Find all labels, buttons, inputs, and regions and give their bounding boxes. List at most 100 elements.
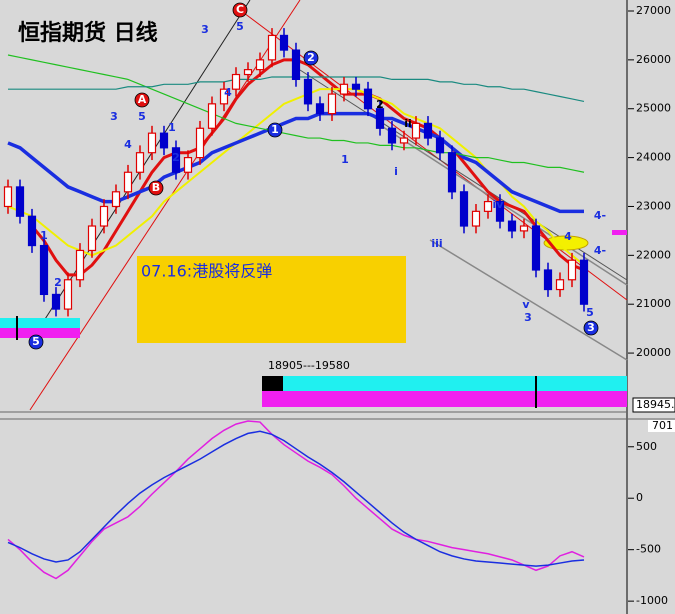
candle-body — [195, 127, 205, 159]
candle-body — [87, 225, 97, 252]
candle-body — [3, 186, 13, 208]
candle-body — [39, 244, 49, 296]
candle-body — [423, 122, 433, 139]
candle-body — [51, 293, 61, 310]
candle-body — [15, 186, 25, 217]
wave-label: A — [138, 93, 147, 106]
range-bar — [0, 318, 80, 328]
candle-body — [363, 88, 373, 110]
candle-body — [279, 34, 289, 51]
wave-label: 5 — [586, 306, 594, 319]
wave-label: 1 — [341, 153, 349, 166]
wave-label: 4 — [224, 86, 232, 99]
candle-body — [99, 205, 109, 227]
price-tag — [632, 397, 675, 413]
last-value: 701 — [652, 419, 673, 432]
wave-label: 2 — [376, 98, 384, 111]
wave-label: 2 — [307, 51, 315, 64]
candle-body — [483, 200, 493, 212]
candle-body — [267, 34, 277, 61]
candle-body — [303, 78, 313, 105]
candle-body — [135, 152, 145, 173]
candle-body — [63, 279, 73, 310]
y-tick-label: 500 — [636, 440, 657, 453]
wave-label: 5 — [138, 110, 146, 123]
candle-body — [543, 269, 553, 291]
candle-body — [75, 249, 85, 281]
candle-body — [495, 200, 505, 222]
candle-body — [219, 88, 229, 105]
range-bar — [283, 376, 627, 391]
wave-circle — [148, 180, 164, 196]
wave-label: 3 — [110, 110, 118, 123]
candle-body — [147, 132, 157, 154]
y-tick-label: 22000 — [636, 248, 671, 261]
channel-line — [429, 239, 628, 361]
y-tick-label: 27000 — [636, 4, 671, 17]
candle-body — [459, 191, 469, 227]
wave-label: i — [394, 165, 398, 178]
wave-label: 3 — [201, 23, 209, 36]
candle-body — [435, 137, 445, 154]
y-tick-label: 23000 — [636, 199, 671, 212]
note: 07.16:港股将反弹 — [141, 262, 272, 281]
wave-label: 5 — [236, 20, 244, 33]
wave-label: 2 — [172, 151, 180, 164]
candle-body — [315, 103, 325, 115]
wave-circle — [267, 122, 283, 138]
candle-body — [507, 220, 517, 232]
candle-body — [375, 108, 385, 129]
price-marker — [612, 230, 627, 235]
range-bar — [262, 376, 283, 391]
candle-body — [579, 259, 589, 305]
range-bar — [262, 391, 627, 407]
wave-label: iv — [493, 198, 505, 211]
series-line — [7, 430, 585, 567]
candle-body — [555, 279, 565, 291]
note-box — [137, 256, 406, 343]
candle-body — [231, 73, 241, 90]
wave-circle — [232, 2, 248, 18]
wave-label: 2 — [54, 276, 62, 289]
candle-body — [387, 127, 397, 144]
candle-body — [519, 225, 529, 232]
wave-label: 4- — [594, 244, 606, 257]
candle-body — [567, 259, 577, 281]
wave-label: iii — [431, 237, 442, 250]
wave-label: ii — [404, 117, 412, 130]
wave-label: 1 — [271, 123, 279, 136]
channel-line — [29, 0, 301, 411]
y-tick-label: 0 — [636, 491, 643, 504]
wave-circle — [28, 334, 44, 350]
candle-body — [447, 152, 457, 193]
wave-circle — [583, 320, 599, 336]
wave-label: 4- — [594, 209, 606, 222]
wave-circle — [303, 50, 319, 66]
candle-body — [123, 171, 133, 193]
candle-body — [27, 215, 37, 247]
wave-label: C — [236, 3, 244, 16]
y-tick-label: 20000 — [636, 346, 671, 359]
candle-body — [183, 156, 193, 173]
candle-body — [339, 83, 349, 95]
value-tag — [648, 420, 675, 432]
last-price: 18945.9 — [636, 398, 675, 411]
candle-body — [531, 225, 541, 271]
series-line — [7, 54, 585, 173]
series-line — [7, 420, 585, 580]
candle-body — [291, 49, 301, 81]
y-tick-label: 25000 — [636, 102, 671, 115]
candle-body — [399, 137, 409, 144]
wave-label: 1 — [40, 229, 48, 242]
range-label: 18905---19580 — [268, 359, 350, 372]
y-tick-label: 26000 — [636, 53, 671, 66]
axis-panel — [627, 0, 675, 614]
y-tick-label: 21000 — [636, 297, 671, 310]
wave-label: v — [522, 298, 530, 311]
wave-label: B — [152, 181, 160, 194]
candle-body — [171, 147, 181, 173]
wave-label: 1 — [168, 121, 176, 134]
candle-body — [111, 191, 121, 208]
wave-label: 5 — [32, 335, 40, 348]
